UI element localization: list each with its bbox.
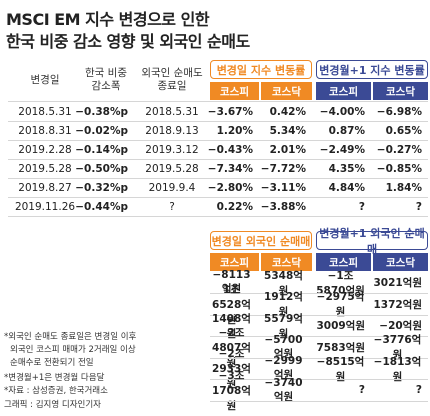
table-cell: −8515억원 <box>316 355 365 383</box>
row-divider <box>8 178 428 179</box>
table-cell: −0.50%p <box>75 162 128 175</box>
table-cell: −0.02%p <box>75 124 128 137</box>
table-cell: 2019.3.12 <box>145 143 199 156</box>
group-header: 변경일 외국인 순매매 <box>210 231 312 250</box>
sub-header: 코스닥 <box>373 82 428 100</box>
row-divider <box>210 400 428 402</box>
table-cell: −1813억원 <box>373 355 422 383</box>
table-cell: −0.43% <box>207 143 253 156</box>
table-cell: 2018.9.13 <box>145 124 199 137</box>
table-cell: 4.35% <box>328 162 365 175</box>
table-cell: −2975억원 <box>316 291 365 318</box>
sub-header: 코스닥 <box>261 82 312 100</box>
table-cell: 1.20% <box>216 124 253 137</box>
table-cell: 2019.9.4 <box>148 181 196 194</box>
title-line: 한국 비중 감소 영향 및 외국인 순매도 <box>6 32 250 51</box>
row-divider <box>8 159 428 160</box>
table-cell: −20억원 <box>379 320 422 332</box>
sub-header: 코스닥 <box>261 253 312 271</box>
table-cell: ? <box>169 200 175 213</box>
group-header: 변경월+1 외국인 순매매 <box>316 227 428 256</box>
table-cell: 2018.8.31 <box>18 124 72 137</box>
table-cell: 2019.2.28 <box>18 143 72 156</box>
row-divider <box>8 216 428 217</box>
column-header: 변경일 <box>30 73 60 86</box>
table-cell: 2019.5.28 <box>145 162 199 175</box>
table-cell: 2019.5.28 <box>18 162 72 175</box>
table-cell: −3740억원 <box>264 376 303 403</box>
table-cell: 3009억원 <box>316 320 365 332</box>
table-cell: −0.85% <box>376 162 422 175</box>
footnote: 순매수로 전환되기 전일 <box>10 358 94 368</box>
table-cell: −0.38%p <box>75 105 128 118</box>
row-divider <box>8 140 428 141</box>
sub-header: 코스피 <box>316 82 371 100</box>
sub-header: 코스피 <box>210 253 259 271</box>
table-cell: −3.11% <box>260 181 306 194</box>
sub-header: 코스피 <box>210 82 259 100</box>
table-cell: 1372억원 <box>373 298 422 311</box>
table-cell: 2019.8.27 <box>18 181 72 194</box>
footnote: *자료 : 삼성증권, 한국거래소 <box>4 386 108 396</box>
row-divider <box>210 379 428 380</box>
row-divider <box>210 336 428 337</box>
table-cell: 4.84% <box>328 181 365 194</box>
table-cell: 0.65% <box>385 124 422 137</box>
table-cell: 0.87% <box>328 124 365 137</box>
table-cell: −5700억원 <box>264 333 303 360</box>
footnote: *변경월+1은 변경월 다음달 <box>4 373 105 383</box>
table-cell: 0.42% <box>269 105 306 118</box>
group-header: 변경일 지수 변동률 <box>210 60 312 79</box>
footnote: 그래픽 : 김지영 디자인기자 <box>4 400 101 410</box>
table-cell: 7583억원 <box>316 341 365 354</box>
table-cell: 2019.11.26 <box>14 200 76 213</box>
table-cell: −2.49% <box>319 143 365 156</box>
table-cell: −3.67% <box>207 105 253 118</box>
footnote: 외국인 코스피 매매가 2거래일 이상 <box>10 345 136 355</box>
table-cell: −6.98% <box>376 105 422 118</box>
table-cell: 5.34% <box>269 124 306 137</box>
table-cell: −0.44%p <box>75 200 128 213</box>
table-cell: −0.14%p <box>75 143 128 156</box>
table-cell: −8113억원 <box>212 269 251 295</box>
table-cell: 1408억원 <box>212 312 251 340</box>
table-cell: 2018.5.31 <box>145 105 199 118</box>
group-header: 변경월+1 지수 변동률 <box>316 60 428 79</box>
table-cell: −3.88% <box>260 200 306 213</box>
row-divider <box>210 314 428 316</box>
table-cell: 2.01% <box>269 143 306 156</box>
title-line: MSCI EM 지수 변경으로 인한 <box>6 10 210 29</box>
table-cell: ? <box>415 384 422 396</box>
table-cell: −4.00% <box>319 105 365 118</box>
table-cell: −3776억원 <box>373 334 422 361</box>
table-cell: 3021억원 <box>373 277 422 289</box>
table-cell: ? <box>358 200 365 213</box>
column-header: 외국인 순매도 종료일 <box>141 67 203 92</box>
table-cell: 0.22% <box>216 200 253 213</box>
table-cell: −0.27% <box>376 143 422 156</box>
sub-header: 코스닥 <box>373 253 428 271</box>
table-cell: 1.84% <box>385 181 422 194</box>
table-cell: 2018.5.31 <box>18 105 72 118</box>
row-divider <box>8 121 428 122</box>
table-cell: 5579억원 <box>264 312 303 340</box>
table-cell: ? <box>358 384 365 396</box>
table-cell: −0.32%p <box>75 181 128 194</box>
table-cell: −3조1708억원 <box>212 369 251 412</box>
table-cell: 1912억원 <box>264 291 303 318</box>
divider <box>8 101 428 102</box>
table-cell: −2.80% <box>207 181 253 194</box>
footnote: *외국인 순매도 종료일은 변경일 이후 <box>4 332 137 342</box>
table-cell: −2999억원 <box>264 355 303 381</box>
column-header: 한국 비중 감소폭 <box>85 67 127 92</box>
row-divider <box>210 293 428 294</box>
sub-header: 코스피 <box>316 253 371 271</box>
table-cell: 5348억원 <box>264 269 303 297</box>
table-cell: ? <box>415 200 422 213</box>
row-divider <box>8 197 428 198</box>
table-cell: −7.72% <box>260 162 306 175</box>
row-divider <box>210 357 428 359</box>
table-cell: −7.34% <box>207 162 253 175</box>
